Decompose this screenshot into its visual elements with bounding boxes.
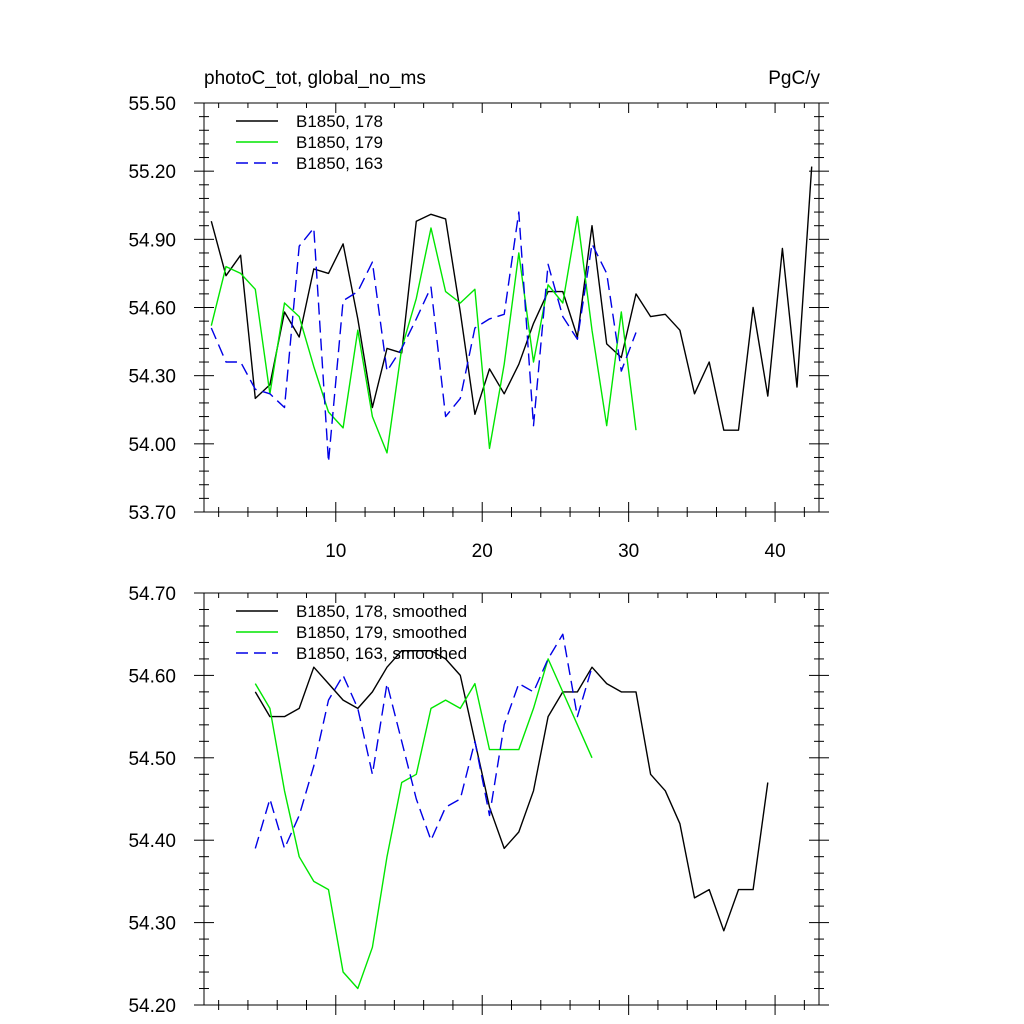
y-tick-label: 54.90 [128,230,176,251]
panel-bottom: 54.20 54.30 54.40 54.50 54.60 54.70 B1850, 178… [128,584,829,1017]
y-tick-label: 54.70 [128,584,176,605]
series-line-2 [254,658,593,990]
y-tick-label: 55.20 [128,162,176,183]
legend-label: B1850, 179, smoothed [296,623,467,642]
legend-label: B1850, 163 [296,154,383,173]
chart-title-right: PgC/y [768,68,820,89]
x-tick-label: 20 [472,541,493,562]
y-tick-label: 54.30 [128,367,176,388]
legend-label: B1850, 163, smoothed [296,644,467,663]
series-line-1 [254,650,769,932]
y-tick-label: 54.00 [128,435,176,456]
y-tick-label: 53.70 [128,503,176,524]
y-tick-label: 54.60 [128,666,176,687]
y-tick-label: 54.20 [128,996,176,1017]
series-line-1 [210,166,813,431]
y-tick-label: 54.30 [128,914,176,935]
y-tick-label: 55.50 [128,94,176,115]
y-tick-label: 54.40 [128,831,176,852]
panel-top: photoC_tot, global_no_ms PgC/y 10 20 30 40 5… [128,68,829,562]
legend-label: B1850, 178 [296,112,383,131]
legend-label: B1850, 178, smoothed [296,602,467,621]
x-tick-label: 40 [765,541,786,562]
x-tick-label: 10 [325,541,346,562]
y-tick-label: 54.50 [128,749,176,770]
series-line-3 [210,211,637,463]
series-line-2 [210,215,637,454]
x-tick-label: 30 [618,541,639,562]
chart-title-left: photoC_tot, global_no_ms [204,68,426,89]
legend-label: B1850, 179 [296,133,383,152]
series-line-3 [254,633,593,850]
y-tick-label: 54.60 [128,299,176,320]
